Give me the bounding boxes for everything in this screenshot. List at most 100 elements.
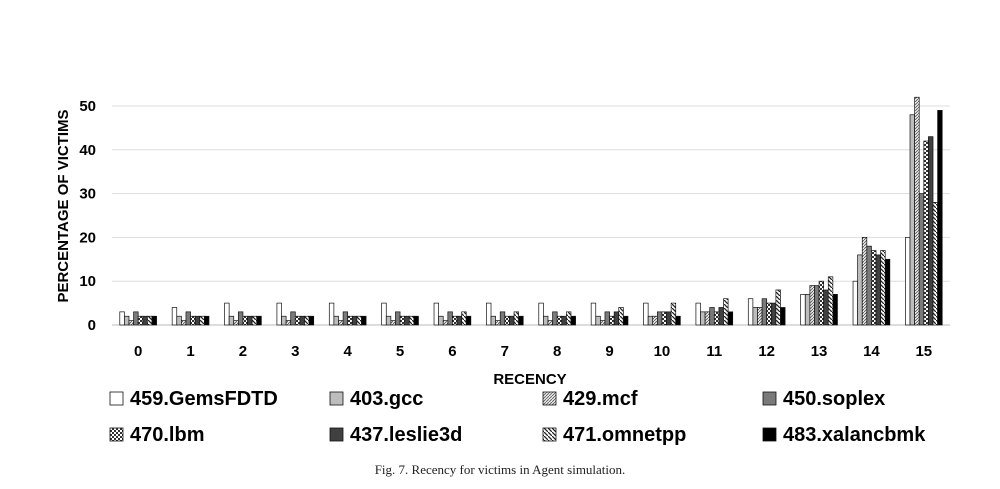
bar [866,245,872,326]
bar [181,320,187,326]
bar [556,315,563,326]
bar [718,307,724,326]
bar [224,302,230,326]
bar [356,315,362,326]
bar [928,136,934,326]
bar [251,315,258,326]
bar [151,315,157,326]
bar [709,307,715,326]
x-tick-label: 13 [811,343,828,360]
bar [932,202,938,326]
bar [600,320,606,326]
bar [137,315,144,326]
y-tick-label: 20 [79,229,96,246]
bar [570,315,576,326]
bar [452,315,458,326]
bar [333,315,339,326]
bar [147,315,153,326]
bar [190,315,196,326]
bar [247,315,253,326]
series-429.mcf [128,96,920,326]
series-403.gcc [124,114,915,326]
legend-item: 403.gcc [329,388,423,410]
bar [290,311,296,326]
bar [914,96,920,326]
y-tick-labels: 0 10 20 30 40 50 [79,98,96,334]
legend-swatch [542,427,557,442]
bar [381,302,387,326]
bar [880,250,886,326]
legend-label: 437.leslie3d [350,424,462,446]
bar [342,311,349,326]
legend-swatch [762,427,777,442]
bar [852,280,858,326]
figure-caption: Fig. 7. Recency for victims in Agent sim… [374,462,626,477]
bar [713,311,720,326]
legend-swatch [542,391,557,406]
bar [538,302,544,326]
bar [433,302,439,326]
bar [909,114,915,326]
bar [237,311,244,326]
bar [499,311,506,326]
legend-label: 471.omnetpp [563,424,686,446]
bar [347,315,353,326]
x-tick-label: 15 [915,343,932,360]
bar [276,302,282,326]
bar [390,320,396,326]
bar [228,315,235,326]
legend: 459.GemsFDTD 403.gcc 429.mcf 450.soplex 470.… [109,388,926,446]
legend-label: 450.soplex [783,388,885,410]
bar [547,320,553,326]
x-tick-label: 14 [863,343,880,360]
series-459.GemsFDTD [119,237,911,326]
bar [456,315,462,326]
legend-item: 437.leslie3d [329,424,462,446]
bar [128,320,134,326]
bar [285,320,292,326]
bar [395,311,401,326]
bar [204,315,210,326]
bar [185,311,191,326]
bar [385,315,392,326]
bar [413,315,419,326]
bar [566,311,572,326]
legend-swatch [109,427,124,442]
legend-label: 470.lbm [130,424,204,446]
y-axis-title: PERCENTAGE OF VICTIMS [55,109,72,302]
x-tick-label: 12 [758,343,775,360]
bar [486,302,492,326]
bar [404,315,410,326]
bar [727,311,734,326]
legend-item: 483.xalancbmk [762,424,926,446]
x-tick-label: 11 [706,343,722,360]
legend-swatch [329,427,344,442]
bar [623,315,629,326]
bar [618,307,624,326]
bar [775,289,781,326]
legend-label: 483.xalancbmk [783,424,926,446]
x-tick-label: 5 [396,343,404,360]
bar [670,302,677,326]
x-tick-label: 8 [553,343,561,360]
bar [543,315,549,326]
x-tick-label: 0 [134,343,142,360]
x-axis-title: RECENCY [493,371,566,388]
bar [561,315,567,326]
x-tick-label: 1 [186,343,194,360]
bar [723,298,729,326]
bar [905,237,911,326]
x-tick-label: 10 [654,343,671,360]
bar [613,311,620,326]
bar [937,110,943,326]
legend-item: 459.GemsFDTD [109,388,278,410]
bar [604,311,610,326]
bar [518,315,524,326]
bar [495,320,501,326]
bar [504,315,510,326]
bar [308,315,315,326]
bars [119,96,943,326]
x-tick-label: 7 [501,343,509,360]
bar [832,293,838,326]
bar [142,315,148,326]
